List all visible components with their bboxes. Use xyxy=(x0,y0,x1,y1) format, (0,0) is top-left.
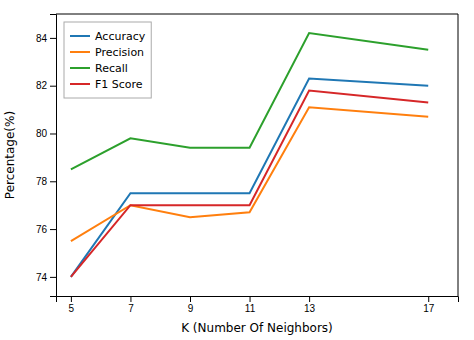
y-axis: 74 76 78 80 82 84 xyxy=(36,15,57,297)
lines xyxy=(71,33,428,277)
tick-mark xyxy=(190,296,191,302)
tick-label: 13 xyxy=(304,303,316,314)
tick-mark xyxy=(71,296,72,302)
tick: 82 xyxy=(36,80,56,91)
tick-label: 17 xyxy=(423,303,435,314)
frame xyxy=(458,14,459,296)
tick-mark xyxy=(50,133,56,134)
line xyxy=(71,107,428,241)
tick-label: 74 xyxy=(36,272,48,283)
tick: 9 xyxy=(188,296,194,314)
axis-line xyxy=(50,15,57,297)
tick-mark xyxy=(50,229,56,230)
legend-label: F1 Score xyxy=(95,78,143,91)
legend-swatch xyxy=(70,83,90,85)
tick-mark xyxy=(428,296,429,302)
tick-mark xyxy=(250,296,251,302)
x-axis-title: K (Number Of Neighbors) xyxy=(181,321,333,335)
legend: Accuracy Precision Recall F1 Score xyxy=(64,22,151,98)
x-axis: 5 7 9 11 13 17 xyxy=(57,296,459,314)
tick-label: 78 xyxy=(36,176,48,187)
line xyxy=(71,90,428,276)
tick: 80 xyxy=(36,128,56,139)
legend-swatch xyxy=(70,67,90,69)
tick: 17 xyxy=(423,296,435,314)
tick-mark xyxy=(309,296,310,302)
legend-label: Accuracy xyxy=(95,30,146,43)
legend-box xyxy=(64,22,151,98)
tick-label: 80 xyxy=(36,128,48,139)
legend-item: F1 Score xyxy=(70,78,143,91)
tick-label: 84 xyxy=(36,33,48,44)
y-axis-title: Percentage(%) xyxy=(3,111,17,199)
legend-item: Accuracy xyxy=(70,30,146,43)
line xyxy=(71,79,428,277)
tick: 11 xyxy=(245,296,256,314)
tick-label: 9 xyxy=(188,303,194,314)
chart: 5 7 9 11 13 17 74 76 78 80 82 84 Accuracy Precision Re… xyxy=(0,0,474,340)
tick: 7 xyxy=(128,296,134,314)
tick-mark xyxy=(50,86,56,87)
axis-line xyxy=(57,297,459,303)
plot: 5 7 9 11 13 17 74 76 78 80 82 84 Accuracy Precision Re… xyxy=(36,14,459,314)
tick: 76 xyxy=(36,224,56,235)
tick: 84 xyxy=(36,33,56,44)
tick-label: 7 xyxy=(128,303,134,314)
tick: 5 xyxy=(69,296,75,314)
legend-swatch xyxy=(70,35,90,37)
frame xyxy=(56,14,458,15)
legend-item: Precision xyxy=(70,46,144,59)
legend-label: Precision xyxy=(95,46,144,59)
tick-label: 5 xyxy=(69,303,75,314)
tick: 13 xyxy=(304,296,316,314)
tick-label: 76 xyxy=(36,224,48,235)
tick-mark xyxy=(50,38,56,39)
tick: 78 xyxy=(36,176,56,187)
tick-label: 82 xyxy=(36,80,48,91)
tick: 74 xyxy=(36,272,56,283)
tick-mark xyxy=(50,181,56,182)
legend-item: Recall xyxy=(70,62,128,75)
tick-mark xyxy=(130,296,131,302)
tick-mark xyxy=(50,277,56,278)
legend-swatch xyxy=(70,51,90,53)
legend-label: Recall xyxy=(95,62,128,75)
tick-label: 11 xyxy=(245,303,256,314)
line xyxy=(71,33,428,169)
